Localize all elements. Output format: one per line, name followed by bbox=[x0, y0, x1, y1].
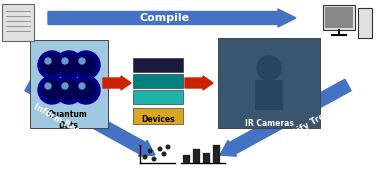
FancyArrow shape bbox=[25, 79, 155, 156]
Text: Compile: Compile bbox=[140, 13, 190, 23]
Circle shape bbox=[45, 83, 51, 89]
FancyArrow shape bbox=[48, 9, 296, 27]
Bar bbox=[213, 145, 220, 163]
Circle shape bbox=[79, 83, 85, 89]
Circle shape bbox=[62, 83, 68, 89]
Circle shape bbox=[38, 76, 66, 104]
FancyArrow shape bbox=[220, 79, 351, 156]
Text: Devices: Devices bbox=[141, 115, 175, 124]
Circle shape bbox=[76, 55, 96, 75]
Circle shape bbox=[38, 51, 66, 79]
Text: Quantum
Dots: Quantum Dots bbox=[48, 110, 88, 130]
Bar bbox=[183, 155, 190, 163]
Bar bbox=[133, 74, 183, 88]
Circle shape bbox=[257, 56, 281, 80]
Circle shape bbox=[62, 58, 68, 64]
Circle shape bbox=[55, 51, 83, 79]
Circle shape bbox=[72, 76, 100, 104]
Circle shape bbox=[162, 152, 166, 156]
Bar bbox=[133, 90, 183, 104]
FancyArrow shape bbox=[103, 76, 131, 90]
Bar bbox=[203, 153, 210, 163]
Circle shape bbox=[59, 55, 79, 75]
Bar bbox=[323, 5, 355, 30]
Circle shape bbox=[76, 80, 96, 100]
Circle shape bbox=[42, 55, 62, 75]
Circle shape bbox=[42, 80, 62, 100]
Circle shape bbox=[45, 58, 51, 64]
Bar bbox=[193, 149, 200, 163]
Circle shape bbox=[72, 51, 100, 79]
Circle shape bbox=[148, 149, 152, 153]
Bar bbox=[255, 80, 283, 110]
Bar bbox=[30, 40, 108, 128]
Circle shape bbox=[158, 147, 162, 151]
Text: Identify Trends: Identify Trends bbox=[275, 103, 341, 147]
Bar bbox=[325, 7, 353, 28]
Circle shape bbox=[79, 58, 85, 64]
FancyBboxPatch shape bbox=[2, 4, 34, 41]
Text: IR Cameras: IR Cameras bbox=[245, 118, 293, 128]
Circle shape bbox=[143, 155, 147, 159]
Text: Inform Research: Inform Research bbox=[32, 102, 104, 148]
Bar bbox=[133, 58, 183, 72]
Circle shape bbox=[59, 80, 79, 100]
Circle shape bbox=[166, 145, 170, 149]
Bar bbox=[358, 8, 372, 38]
Circle shape bbox=[152, 157, 156, 161]
Bar bbox=[133, 108, 183, 124]
Bar bbox=[218, 38, 320, 128]
FancyArrow shape bbox=[185, 76, 213, 90]
Circle shape bbox=[55, 76, 83, 104]
